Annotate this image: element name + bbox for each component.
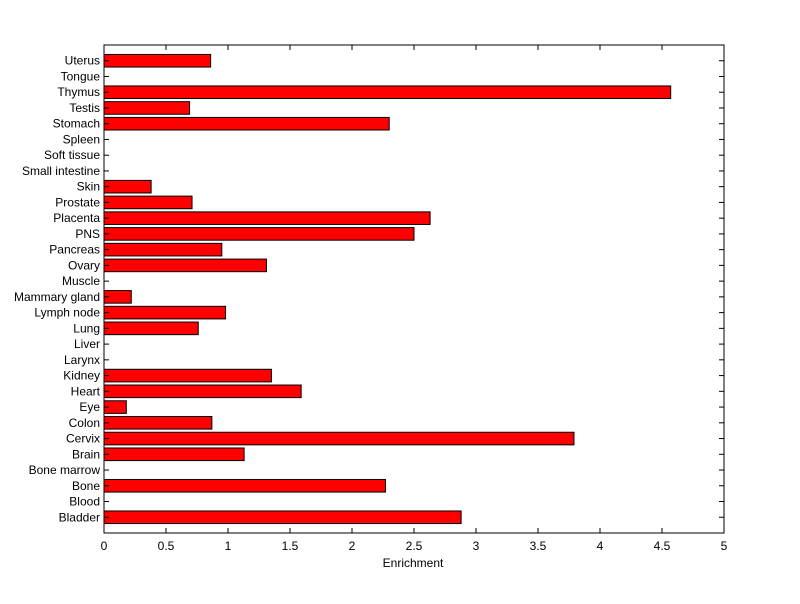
bar-pns <box>103 227 415 241</box>
x-tick-label: 0.5 <box>158 539 175 553</box>
y-tick-label: PNS <box>75 227 100 241</box>
y-tick-label: Thymus <box>57 85 100 99</box>
y-tick-label: Soft tissue <box>44 148 100 162</box>
y-tick-label: Cervix <box>66 432 100 446</box>
y-tick-label: Tongue <box>61 69 101 83</box>
y-tick-label: Brain <box>72 447 100 461</box>
y-tick-label: Bladder <box>59 510 100 524</box>
bar-prostate <box>103 195 193 210</box>
y-tick-label: Lymph node <box>34 306 100 320</box>
y-tick-label: Small intestine <box>22 164 100 178</box>
bar-kidney <box>103 368 272 383</box>
x-tick-label: 3 <box>473 539 480 553</box>
bar-uterus <box>103 53 212 68</box>
bar-testis <box>103 101 191 115</box>
bar-bladder <box>103 510 462 525</box>
x-tick-label: 5 <box>721 539 728 553</box>
y-tick-label: Larynx <box>64 353 100 367</box>
x-tick-label: 1.5 <box>282 539 299 553</box>
bar-stomach <box>103 116 390 131</box>
x-tick-label: 4.5 <box>654 539 671 553</box>
y-tick-label: Placenta <box>53 211 100 225</box>
y-tick-label: Bone <box>72 479 100 493</box>
y-tick-label: Stomach <box>53 117 100 131</box>
y-tick-label: Kidney <box>63 369 100 383</box>
bar-colon <box>103 416 213 430</box>
y-tick-label: Mammary gland <box>14 290 100 304</box>
y-tick-label: Bone marrow <box>29 463 101 477</box>
y-tick-label: Blood <box>69 495 100 509</box>
x-tick-label: 2.5 <box>406 539 423 553</box>
bar-brain <box>103 447 245 462</box>
bar-skin <box>103 179 152 194</box>
y-tick-label: Spleen <box>63 132 100 146</box>
y-tick-label: Pancreas <box>49 243 100 257</box>
y-tick-label: Liver <box>74 337 100 351</box>
bar-cervix <box>103 431 575 446</box>
y-tick-label: Testis <box>69 101 100 115</box>
y-tick-label: Heart <box>71 384 101 398</box>
y-tick-label: Muscle <box>62 274 100 288</box>
y-tick-label: Skin <box>77 180 100 194</box>
bar-lymph-node <box>103 305 227 320</box>
y-tick-label: Uterus <box>65 54 100 68</box>
y-tick-label: Lung <box>73 321 100 335</box>
x-tick-label: 2 <box>349 539 356 553</box>
bar-thymus <box>103 85 672 100</box>
x-tick-label: 4 <box>597 539 604 553</box>
y-tick-label: Colon <box>69 416 100 430</box>
bar-ovary <box>103 258 267 273</box>
bar-heart <box>103 384 302 399</box>
y-tick-label: Ovary <box>68 258 100 272</box>
x-tick-label: 1 <box>225 539 232 553</box>
bar-bone <box>103 478 386 493</box>
x-tick-label: 0 <box>101 539 108 553</box>
y-tick-label: Eye <box>79 400 100 414</box>
bar-lung <box>103 321 199 336</box>
bar-pancreas <box>103 242 223 257</box>
x-axis-label: Enrichment <box>383 556 444 570</box>
y-tick-label: Prostate <box>55 195 100 209</box>
bar-placenta <box>103 211 431 225</box>
x-tick-label: 3.5 <box>530 539 547 553</box>
plot-frame <box>103 44 725 534</box>
